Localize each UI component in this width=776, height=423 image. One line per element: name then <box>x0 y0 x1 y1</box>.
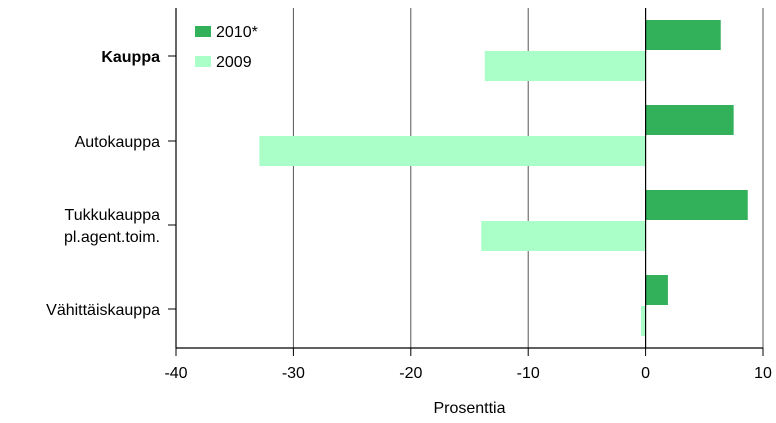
category-labels: Kauppa Autokauppa Tukkukauppa pl.agent.toim… <box>46 49 176 319</box>
x-ticks: -40 -30 -20 -10 0 10 <box>164 348 772 382</box>
x-tick-label: -40 <box>164 365 187 382</box>
bar <box>259 136 646 166</box>
category-label: pl.agent.toim. <box>64 229 160 246</box>
bar <box>645 190 748 220</box>
category-label: Vähittäiskauppa <box>46 302 160 319</box>
x-tick-label: -10 <box>517 365 540 382</box>
bar <box>645 275 668 305</box>
legend-swatch <box>195 26 211 37</box>
legend-label: 2010* <box>216 24 258 41</box>
bar <box>481 221 646 251</box>
category-label: Tukkukauppa <box>65 207 161 224</box>
legend: 2010* 2009 <box>195 24 258 71</box>
category-label: Kauppa <box>101 49 160 66</box>
x-tick-label: -30 <box>282 365 305 382</box>
axes <box>175 8 763 349</box>
category-label: Autokauppa <box>75 134 161 151</box>
x-tick-label: 10 <box>754 365 772 382</box>
bar <box>640 306 646 336</box>
legend-label: 2009 <box>216 54 252 71</box>
bar <box>645 20 721 50</box>
bar <box>645 105 734 135</box>
bars <box>259 20 748 336</box>
bar <box>484 51 646 81</box>
x-tick-label: -20 <box>399 365 422 382</box>
x-axis-label: Prosenttia <box>433 400 505 417</box>
x-tick-label: 0 <box>641 365 650 382</box>
legend-swatch <box>195 56 211 67</box>
